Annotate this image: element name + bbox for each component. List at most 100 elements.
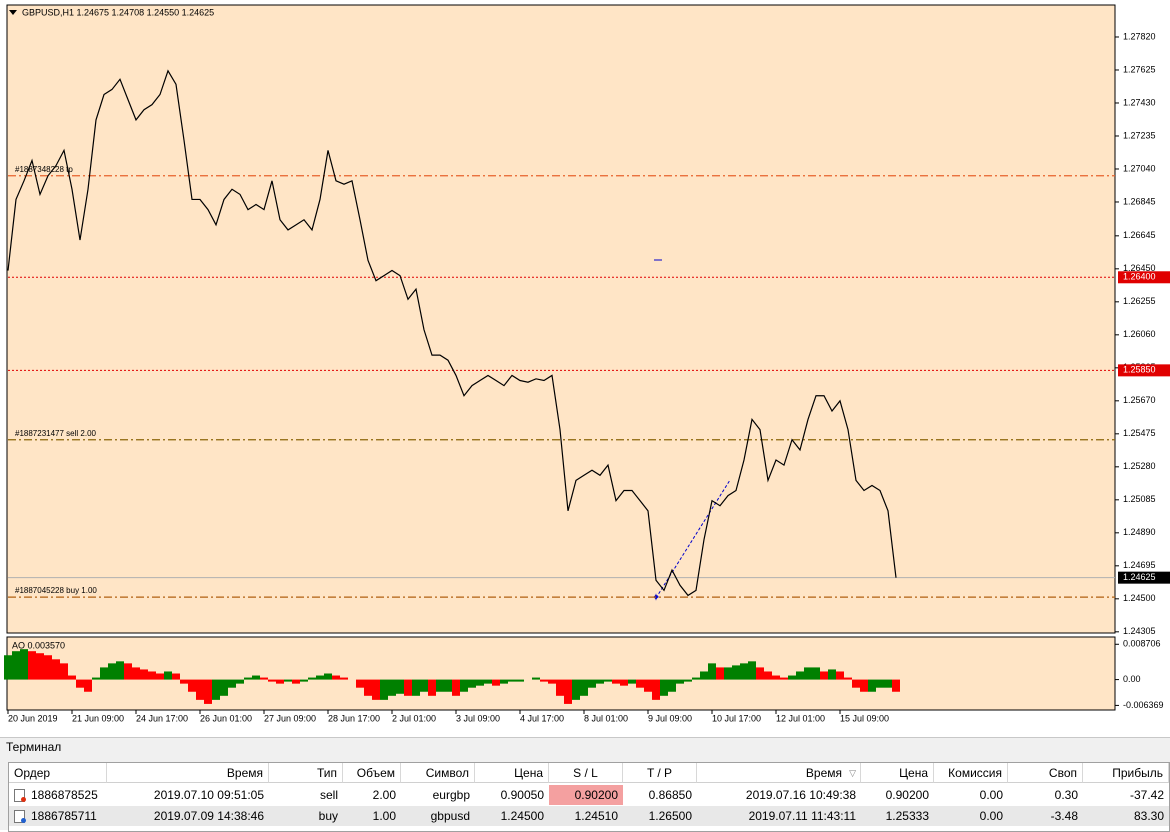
ao-bar xyxy=(76,679,84,688)
column-header[interactable]: Время ▽ xyxy=(697,763,861,783)
y-tick-label: 1.24890 xyxy=(1123,527,1156,537)
ao-bar xyxy=(212,679,220,700)
ao-bar xyxy=(172,673,180,680)
table-cell[interactable]: gbpusd xyxy=(401,806,475,826)
ao-bar xyxy=(884,679,892,688)
table-cell[interactable]: 1.25333 xyxy=(861,806,934,826)
trade-arrow: ✦ xyxy=(651,592,660,604)
table-cell[interactable]: 1.00 xyxy=(343,806,401,826)
ao-bar xyxy=(364,679,372,696)
table-cell[interactable]: 2019.07.09 14:38:46 xyxy=(107,806,269,826)
table-cell[interactable]: 0.90200 xyxy=(549,785,623,805)
ao-bar xyxy=(244,677,252,680)
ao-bar xyxy=(852,679,860,688)
ao-bar xyxy=(284,679,292,682)
ao-bar xyxy=(580,679,588,696)
ao-bar xyxy=(620,679,628,686)
table-cell[interactable]: 0.90050 xyxy=(475,785,549,805)
ao-bar xyxy=(780,677,788,680)
ao-bar xyxy=(588,679,596,688)
price-tag-label: 1.25850 xyxy=(1123,365,1156,375)
ao-bar xyxy=(804,667,812,680)
table-cell[interactable]: 1.26500 xyxy=(623,806,697,826)
ao-bar xyxy=(652,679,660,700)
ao-bar xyxy=(132,667,140,680)
ao-bar xyxy=(604,679,612,682)
column-header[interactable]: Символ xyxy=(401,763,475,783)
ao-bar xyxy=(20,649,28,680)
column-header[interactable]: Своп xyxy=(1008,763,1083,783)
column-header[interactable]: Цена xyxy=(475,763,549,783)
ao-bar xyxy=(420,679,428,692)
ao-bar xyxy=(676,679,684,684)
ao-bar xyxy=(316,675,324,680)
column-header[interactable]: Тип xyxy=(269,763,343,783)
ao-bar xyxy=(260,677,268,680)
ao-bar xyxy=(892,679,900,692)
column-header[interactable]: T / P xyxy=(623,763,697,783)
ao-bar xyxy=(636,679,644,688)
x-tick-label: 4 Jul 17:00 xyxy=(520,713,564,723)
x-tick-label: 15 Jul 09:00 xyxy=(840,713,889,723)
table-cell[interactable]: -37.42 xyxy=(1083,785,1169,805)
ao-bar xyxy=(724,667,732,680)
table-cell[interactable]: 2019.07.10 09:51:05 xyxy=(107,785,269,805)
menu-arrow[interactable] xyxy=(9,10,17,15)
ao-bar xyxy=(444,679,452,692)
column-header[interactable]: Время xyxy=(107,763,269,783)
terminal: Терминал Ордер Время Тип Объем Символ Цена S /… xyxy=(0,737,1170,832)
table-cell[interactable]: 0.90200 xyxy=(861,785,934,805)
column-header[interactable]: Комиссия xyxy=(934,763,1008,783)
ao-bar xyxy=(684,679,692,682)
table-cell[interactable]: buy xyxy=(269,806,343,826)
ao-bar xyxy=(332,675,340,680)
table-cell[interactable]: -3.48 xyxy=(1008,806,1083,826)
table-cell[interactable]: 1.24510 xyxy=(549,806,623,826)
table-cell[interactable]: 1.24500 xyxy=(475,806,549,826)
column-header[interactable]: S / L xyxy=(549,763,623,783)
column-header[interactable]: Ордер xyxy=(9,763,107,783)
sort-icon[interactable]: ▽ xyxy=(849,768,856,778)
ao-bar xyxy=(388,679,396,696)
ao-bar xyxy=(300,679,308,682)
ao-bar xyxy=(572,679,580,700)
ao-bar xyxy=(228,679,236,688)
y-tick-label: 1.26845 xyxy=(1123,196,1156,206)
ao-bar xyxy=(188,679,196,692)
table-cell[interactable]: 1886785711 xyxy=(9,806,107,826)
ao-bar xyxy=(788,675,796,680)
table-cell[interactable]: 1886878525 xyxy=(9,785,107,805)
ao-bar xyxy=(612,679,620,684)
table-cell[interactable]: 0.00 xyxy=(934,806,1008,826)
table-cell[interactable]: 0.00 xyxy=(934,785,1008,805)
x-tick-label: 28 Jun 17:00 xyxy=(328,713,380,723)
table-cell[interactable]: 83.30 xyxy=(1083,806,1169,826)
table-cell[interactable]: 2019.07.16 10:49:38 xyxy=(697,785,861,805)
ao-bar xyxy=(204,679,212,704)
column-header[interactable]: Объем xyxy=(343,763,401,783)
x-tick-label: 10 Jul 17:00 xyxy=(712,713,761,723)
table-cell[interactable]: sell xyxy=(269,785,343,805)
column-header[interactable]: Прибыль xyxy=(1083,763,1169,783)
table-cell[interactable]: 0.30 xyxy=(1008,785,1083,805)
table-cell[interactable]: 0.86850 xyxy=(623,785,697,805)
ao-bar xyxy=(876,679,884,688)
column-header[interactable]: Цена xyxy=(861,763,934,783)
ao-bar xyxy=(660,679,668,696)
ao-bar xyxy=(340,677,348,680)
table-cell[interactable]: eurgbp xyxy=(401,785,475,805)
ao-bar xyxy=(452,679,460,696)
table-cell[interactable]: 2019.07.11 11:43:11 xyxy=(697,806,861,826)
ao-bar xyxy=(812,667,820,680)
ao-bar xyxy=(164,671,172,680)
price-tag xyxy=(1118,571,1170,584)
ao-bar xyxy=(708,663,716,680)
ao-bar xyxy=(716,667,724,680)
ao-bar xyxy=(324,673,332,680)
ao-bar xyxy=(292,679,300,684)
y-tick-label: 1.27625 xyxy=(1123,64,1156,74)
table-cell[interactable]: 2.00 xyxy=(343,785,401,805)
ao-bar xyxy=(276,679,284,684)
ao-bar xyxy=(100,667,108,680)
ao-bar xyxy=(68,675,76,680)
